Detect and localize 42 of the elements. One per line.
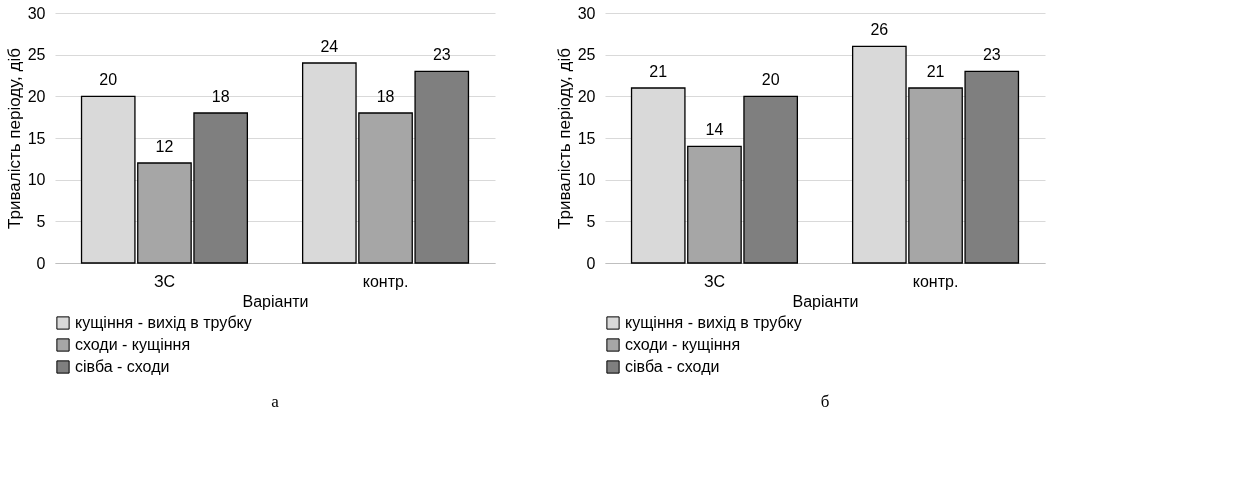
y-tick-label: 30 [27,4,46,22]
legend-label: кущіння - вихід в трубку [625,314,802,331]
data-label: 12 [155,138,174,155]
data-label: 23 [432,46,451,64]
text: б [820,392,830,411]
y-tick-label: 10 [27,171,46,189]
legend-label: сівба - сходи [75,358,170,375]
legend-label: кущіння - вихід в трубку [75,314,252,331]
y-tick-label: 5 [586,212,596,230]
data-label: 20 [761,71,780,89]
y-tick-label: 5 [36,212,46,230]
data-label: 18 [376,88,395,105]
legend-label: сходи - кущіння [625,336,741,353]
y-tick-label: 20 [27,87,46,105]
y-tick-label: 25 [577,46,596,64]
x-tick-label: ЗС [703,272,725,290]
data-label: 20 [99,71,118,89]
data-label: 21 [649,63,668,80]
x-tick-label: контр. [912,272,959,290]
data-label: 26 [870,21,889,39]
y-tick-label: 30 [577,4,596,22]
y-axis-title: Тривалість періоду, діб [4,47,24,229]
y-tick-label: 25 [27,46,46,64]
y-tick-label: 0 [586,254,596,272]
y-tick-label: 0 [36,254,46,272]
x-tick-label: ЗС [153,272,175,290]
x-axis-title: Варіанти [242,292,309,310]
y-axis-title: Тривалість періоду, діб [554,47,574,229]
y-tick-label: 20 [577,87,596,105]
data-label: 21 [926,63,945,80]
x-tick-label: контр. [362,272,409,290]
x-axis-title: Варіанти [792,292,859,310]
y-tick-label: 10 [577,171,596,189]
legend-label: сходи - кущіння [75,336,191,353]
legend-label: сівба - сходи [625,358,720,375]
y-tick-label: 15 [27,129,46,147]
data-label: 23 [982,46,1001,64]
data-label: 24 [320,38,339,55]
data-label: 14 [705,121,724,139]
text: а [271,392,280,411]
data-label: 18 [211,88,230,105]
y-tick-label: 15 [577,129,596,147]
